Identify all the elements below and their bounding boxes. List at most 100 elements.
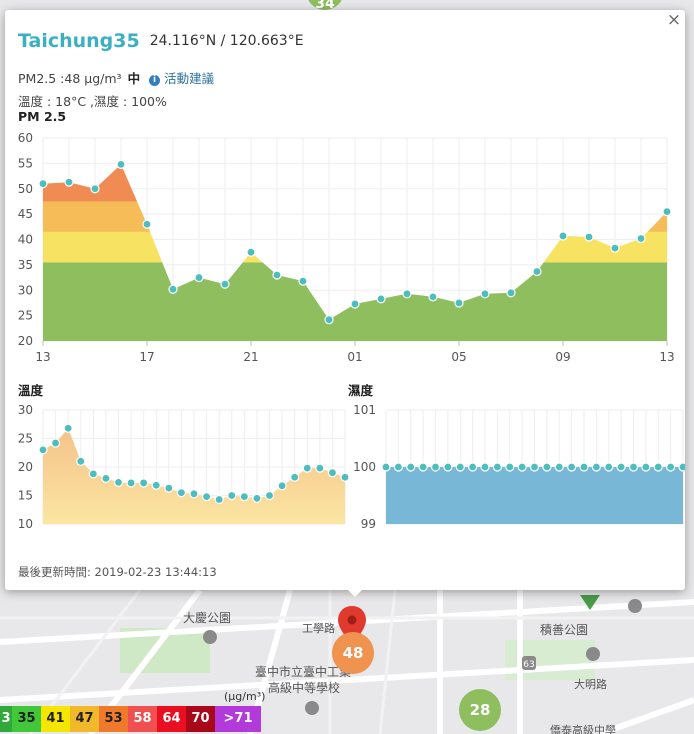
svg-text:63: 63 xyxy=(523,660,534,670)
data-point xyxy=(628,462,639,472)
data-point xyxy=(430,462,441,472)
poi-icon[interactable] xyxy=(586,647,600,661)
data-point xyxy=(567,462,577,472)
y-tick-label: 60 xyxy=(18,131,33,145)
data-point xyxy=(616,462,626,472)
cluster-value: 34 xyxy=(315,0,335,12)
data-point xyxy=(662,206,672,217)
y-tick-label: 10 xyxy=(18,517,33,531)
data-point xyxy=(454,298,464,308)
pm25-chart: 20 25 30 35 40 45 50 55 60 13 17 21 01 05 09 13 xyxy=(18,131,675,364)
legend-item: 35 xyxy=(12,706,41,732)
pm-cluster-marker[interactable]: 28 xyxy=(459,689,501,731)
data-point xyxy=(50,438,61,448)
data-point xyxy=(116,159,126,169)
poi-icon[interactable] xyxy=(628,599,642,613)
data-point xyxy=(142,219,152,229)
data-point xyxy=(468,462,478,472)
data-point xyxy=(290,472,300,482)
data-point xyxy=(126,478,136,488)
legend-item: >71 xyxy=(215,706,261,732)
legend-item: 41 xyxy=(41,706,70,732)
data-point xyxy=(113,477,124,487)
pm-color-legend: 3 35 41 47 53 58 64 70 >71 xyxy=(0,706,261,732)
pm25-chart-title: PM 2.5 xyxy=(18,109,67,124)
pm-cluster-marker[interactable]: 34 xyxy=(306,0,344,12)
data-point xyxy=(201,492,212,502)
data-point xyxy=(164,483,174,493)
poi-icon[interactable] xyxy=(203,630,217,644)
data-point xyxy=(529,462,540,472)
info-icon[interactable]: i xyxy=(149,75,161,86)
activity-advice-link[interactable]: 活動建議 xyxy=(164,71,215,86)
pm25-reading: PM2.5 :48 μg/m³ xyxy=(18,71,122,86)
map-label: 積善公園 xyxy=(540,622,588,637)
data-point xyxy=(506,288,516,298)
data-point xyxy=(302,463,312,473)
popup-tail xyxy=(346,588,364,597)
map-label: 大明路 xyxy=(574,677,607,691)
y-tick-label: 30 xyxy=(18,283,33,297)
map-label: 大慶公園 xyxy=(183,611,231,625)
data-point xyxy=(443,462,453,472)
data-point xyxy=(38,445,48,455)
y-tick-label: 45 xyxy=(18,207,33,221)
legend-item: 70 xyxy=(186,706,215,732)
y-tick-label: 99 xyxy=(361,517,376,531)
data-point xyxy=(139,478,149,488)
data-point xyxy=(239,492,249,502)
temperature-chart: 10 15 20 25 30 xyxy=(18,403,350,531)
data-point xyxy=(393,462,403,472)
data-point xyxy=(492,462,502,472)
data-point xyxy=(376,294,386,304)
popup-header: Taichung35 24.116°N / 120.663°E xyxy=(18,30,304,52)
y-tick-label: 55 xyxy=(18,156,33,170)
data-point xyxy=(653,462,663,472)
x-tick-label: 21 xyxy=(243,350,258,364)
data-point xyxy=(227,490,237,501)
selected-station-marker[interactable]: 48 xyxy=(332,632,374,674)
x-tick-label: 05 xyxy=(451,350,466,364)
data-point xyxy=(532,266,542,277)
park-icon xyxy=(580,595,600,610)
pm25-summary: PM2.5 :48 μg/m³ 中 i 活動建議 xyxy=(18,68,214,87)
weather-summary: 溫度 : 18°C ,濕度 : 100% xyxy=(18,94,167,109)
legend-item: 3 xyxy=(0,706,12,732)
data-point xyxy=(63,423,73,433)
data-point xyxy=(252,493,262,503)
data-point xyxy=(90,184,100,194)
legend-unit: (μg/m³) xyxy=(224,690,266,703)
data-point xyxy=(189,489,199,499)
school-icon[interactable] xyxy=(305,701,319,715)
data-point xyxy=(418,462,428,472)
data-point xyxy=(554,462,564,472)
data-point xyxy=(220,279,230,289)
data-point xyxy=(151,480,161,490)
legend-item: 47 xyxy=(70,706,99,732)
data-point xyxy=(402,289,412,299)
data-point xyxy=(277,481,287,491)
y-tick-label: 40 xyxy=(18,233,33,247)
data-point xyxy=(579,462,589,472)
x-tick-label: 17 xyxy=(139,350,154,364)
humidity-chart-title: 濕度 xyxy=(348,383,374,398)
data-point xyxy=(610,243,620,253)
data-point xyxy=(666,462,676,472)
close-icon[interactable]: × xyxy=(666,10,682,30)
data-point xyxy=(246,247,256,257)
data-point xyxy=(636,233,646,244)
data-point xyxy=(542,462,552,472)
data-point xyxy=(214,494,224,505)
y-tick-label: 50 xyxy=(18,182,33,196)
data-point xyxy=(678,462,685,472)
data-point xyxy=(406,462,416,472)
data-point xyxy=(64,177,74,187)
y-tick-label: 20 xyxy=(18,334,33,348)
pm25-level: 中 xyxy=(127,71,141,86)
data-point xyxy=(480,462,490,472)
data-point xyxy=(168,284,178,294)
y-tick-label: 20 xyxy=(18,460,33,474)
data-point xyxy=(38,179,48,189)
data-point xyxy=(340,472,350,482)
data-point xyxy=(327,468,338,478)
